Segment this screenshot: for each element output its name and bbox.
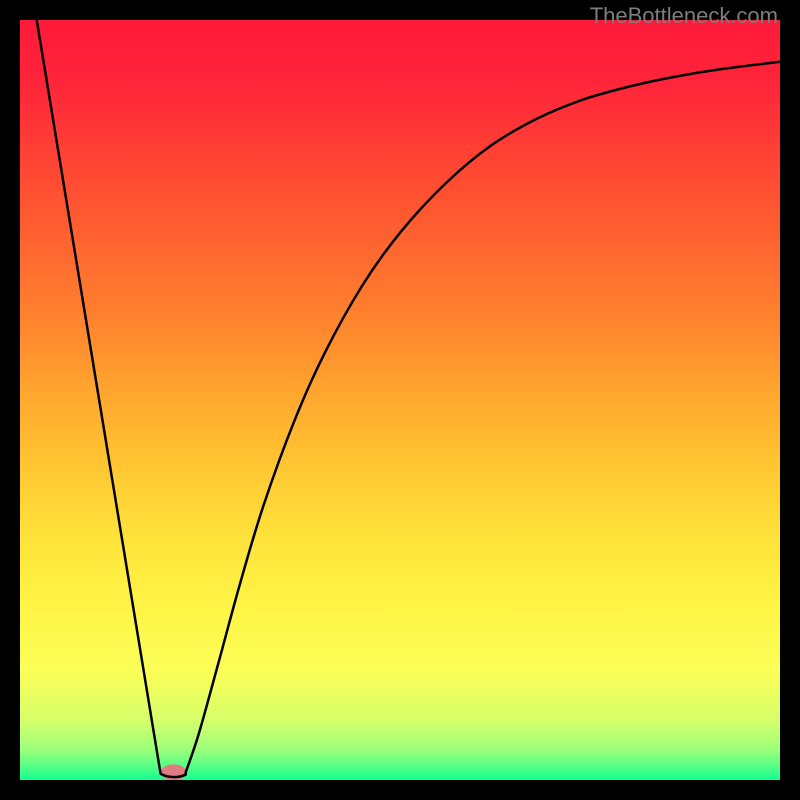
watermark-text: TheBottleneck.com <box>590 3 778 29</box>
bottleneck-chart-svg <box>0 0 800 800</box>
plot-background <box>20 20 780 780</box>
chart-stage: TheBottleneck.com <box>0 0 800 800</box>
